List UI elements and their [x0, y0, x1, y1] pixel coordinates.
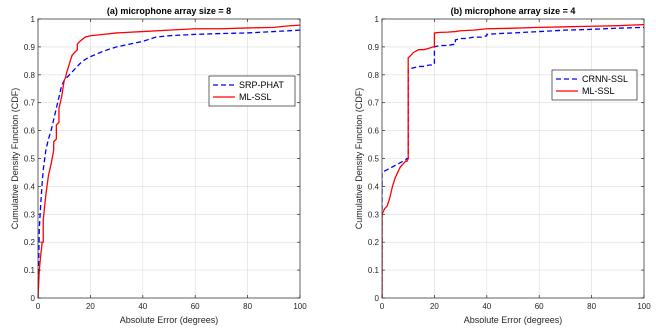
- series-line-crnn-ssl: [382, 26, 644, 298]
- y-tick-label: 0.1: [368, 266, 380, 275]
- y-tick-label: 0.9: [24, 43, 36, 52]
- y-tick-label: 0.8: [368, 71, 380, 80]
- y-tick-label: 0.8: [24, 71, 36, 80]
- x-tick-label: 0: [380, 302, 385, 311]
- legend-box: [551, 69, 638, 101]
- y-tick-label: 0.3: [24, 210, 36, 219]
- y-tick-label: 0.5: [24, 155, 36, 164]
- legend-label: CRNN-SSL: [582, 74, 628, 84]
- y-tick-label: 0.2: [368, 238, 380, 247]
- chart-panel-b: 0 20 40 60 80 100 0 0.1 0.2 0.3 0.4 0.5 0.6 0.7 0.8 0.9…: [354, 6, 651, 325]
- x-tick-label: 60: [191, 302, 200, 311]
- x-tick-label: 100: [637, 302, 651, 311]
- chart-title: (b) microphone array size = 4: [451, 6, 576, 16]
- chart-title: (a) microphone array size = 8: [107, 6, 231, 16]
- legend-label: ML-SSL: [239, 92, 272, 102]
- series-line-srp-phat: [38, 29, 300, 299]
- x-tick-label: 20: [86, 302, 95, 311]
- legend: CRNN-SSL ML-SSL: [551, 69, 638, 101]
- y-tick-label: 0: [31, 294, 36, 303]
- y-tick-label: 0.7: [368, 99, 380, 108]
- series-line-ml-ssl: [38, 24, 300, 299]
- x-tick-label: 40: [482, 302, 491, 311]
- x-tick-label: 80: [587, 302, 596, 311]
- x-axis-label: Absolute Error (degrees): [120, 315, 219, 325]
- x-tick-label: 20: [430, 302, 439, 311]
- legend-label: SRP-PHAT: [239, 80, 284, 90]
- y-tick-label: 0.3: [368, 210, 380, 219]
- y-tick-label: 1: [375, 15, 380, 24]
- x-tick-label: 60: [535, 302, 544, 311]
- y-tick-label: 0.7: [24, 99, 36, 108]
- y-tick-label: 0.2: [24, 238, 36, 247]
- y-tick-label: 0.5: [368, 155, 380, 164]
- y-axis-label: Cumulative Density Function (CDF): [354, 88, 364, 230]
- y-tick-label: 0.4: [368, 182, 380, 191]
- y-tick-label: 0.6: [368, 127, 380, 136]
- y-tick-label: 0.1: [24, 266, 36, 275]
- y-tick-label: 0.4: [24, 182, 36, 191]
- legend-label: ML-SSL: [582, 86, 615, 96]
- legend: SRP-PHAT ML-SSL: [208, 75, 296, 107]
- x-tick-label: 80: [243, 302, 252, 311]
- x-axis-label: Absolute Error (degrees): [464, 315, 563, 325]
- series-line-ml-ssl: [382, 23, 644, 298]
- chart-panel-a: 0 20 40 60 80 100 0 0.1 0.2 0.3 0.4 0.5 0.6 0.7 0.8 0.9…: [10, 6, 307, 325]
- y-tick-label: 0.9: [368, 43, 380, 52]
- legend-box: [208, 75, 296, 107]
- y-tick-label: 0: [375, 294, 380, 303]
- y-tick-label: 0.6: [24, 127, 36, 136]
- x-tick-label: 40: [138, 302, 147, 311]
- x-tick-label: 0: [36, 302, 41, 311]
- y-axis-label: Cumulative Density Function (CDF): [10, 88, 20, 230]
- x-tick-label: 100: [293, 302, 307, 311]
- y-tick-label: 1: [31, 15, 36, 24]
